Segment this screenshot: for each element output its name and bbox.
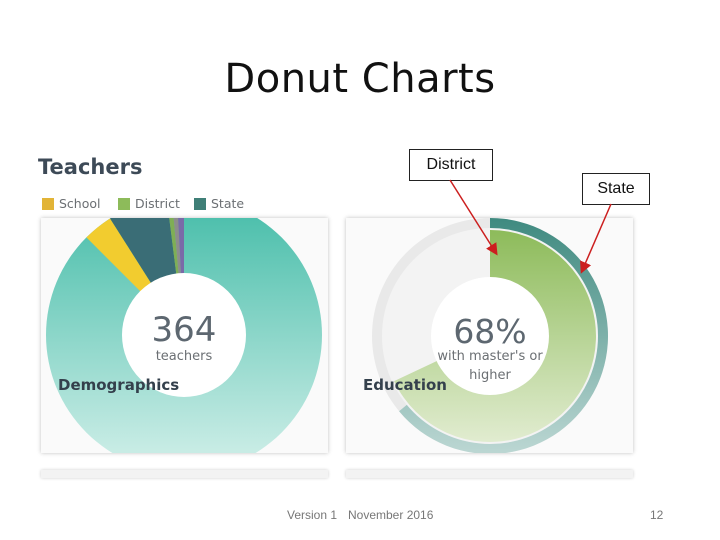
demographics-panel[interactable]: 364 teachers Demographics (41, 218, 328, 453)
demographics-value: 364 (151, 310, 217, 350)
callout-district: District (409, 149, 493, 181)
footer-version: Version 1 (287, 508, 338, 522)
slide-title: Donut Charts (224, 56, 496, 102)
legend-label-state: State (211, 196, 245, 211)
legend-swatch-state (194, 197, 206, 210)
education-donut (372, 218, 608, 453)
next-panel-strip-left (41, 470, 328, 478)
legend-label-school: School (59, 196, 101, 211)
legend-swatch-school (42, 197, 54, 210)
education-value: 68% (453, 312, 527, 351)
education-unit-line1: with master's or (437, 349, 543, 364)
legend-item-school[interactable]: School (42, 196, 101, 211)
page-number: 12 (650, 508, 664, 522)
legend-swatch-district (118, 197, 130, 210)
education-label: Education (363, 376, 447, 394)
demographics-hole (122, 273, 246, 397)
footer-date: November 2016 (348, 508, 434, 522)
legend-item-state[interactable]: State (194, 196, 244, 211)
demographics-label: Demographics (58, 376, 180, 394)
education-hole (431, 277, 549, 395)
legend-item-district[interactable]: District (118, 196, 180, 211)
legend-label-district: District (135, 196, 180, 211)
education-unit-line2: higher (469, 368, 511, 383)
demographics-donut (46, 218, 322, 453)
education-panel[interactable]: 68% with master's or higher Education (346, 218, 633, 453)
next-panel-strip-right (346, 470, 633, 478)
slice-purple (178, 218, 184, 335)
callout-state: State (582, 173, 650, 205)
widget-title: Teachers (38, 155, 143, 179)
demographics-unit: teachers (155, 349, 213, 364)
